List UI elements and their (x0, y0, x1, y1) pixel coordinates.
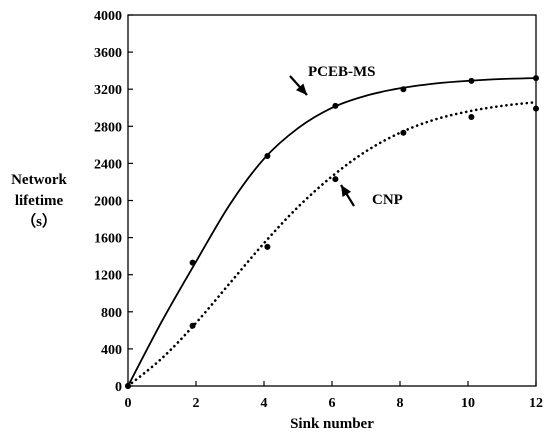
data-point-pceb-ms-6 (533, 75, 539, 82)
series-line-cnp (126, 100, 538, 388)
data-point-cnp-1 (189, 322, 196, 329)
y-tick-label-10: 4000 (94, 9, 122, 24)
series-line-pceb-ms (127, 77, 537, 387)
annotation-label-pceb-ms: PCEB-MS (308, 64, 376, 80)
y-axis-title-line-3: （s） (21, 214, 57, 230)
data-point-pceb-ms-5 (468, 77, 475, 84)
annotation-arrow-cnp-head (341, 185, 352, 197)
y-tick-label-1: 400 (101, 343, 122, 358)
data-point-cnp-0 (125, 383, 131, 389)
data-point-pceb-ms-4 (400, 86, 407, 93)
data-point-cnp-2 (264, 243, 271, 250)
data-point-cnp-5 (468, 114, 475, 121)
x-tick-label-5: 10 (461, 396, 475, 411)
y-tick-label-0: 0 (115, 380, 122, 395)
data-point-pceb-ms-2 (264, 152, 271, 159)
y-tick-label-6: 2400 (94, 157, 122, 172)
y-tick-label-2: 800 (101, 306, 122, 321)
data-point-cnp-3 (332, 176, 339, 183)
y-tick-label-4: 1600 (94, 232, 122, 247)
y-tick-label-7: 2800 (94, 120, 122, 135)
x-tick-label-1: 2 (193, 396, 200, 411)
annotation-arrow-pceb-ms-head (295, 83, 307, 95)
data-point-pceb-ms-1 (189, 259, 196, 266)
annotation-label-cnp: CNP (372, 192, 403, 208)
y-axis-title-line-2: lifetime (14, 193, 64, 209)
y-tick-label-9: 3600 (94, 46, 122, 61)
y-axis-title-line-1: Network (11, 172, 67, 188)
x-tick-label-6: 12 (529, 396, 543, 411)
y-tick-label-5: 2000 (94, 195, 122, 210)
x-tick-label-0: 0 (125, 396, 132, 411)
x-tick-label-2: 4 (261, 396, 268, 411)
data-point-cnp-6 (533, 105, 539, 112)
x-tick-label-3: 6 (329, 396, 336, 411)
x-tick-label-4: 8 (397, 396, 404, 411)
y-axis-title: Network lifetime （s） (0, 170, 78, 233)
data-point-cnp-4 (400, 129, 407, 136)
y-tick-label-8: 3200 (94, 83, 122, 98)
data-point-pceb-ms-3 (332, 102, 339, 109)
x-axis-title: Sink number (290, 416, 374, 432)
y-tick-label-3: 1200 (94, 269, 122, 284)
